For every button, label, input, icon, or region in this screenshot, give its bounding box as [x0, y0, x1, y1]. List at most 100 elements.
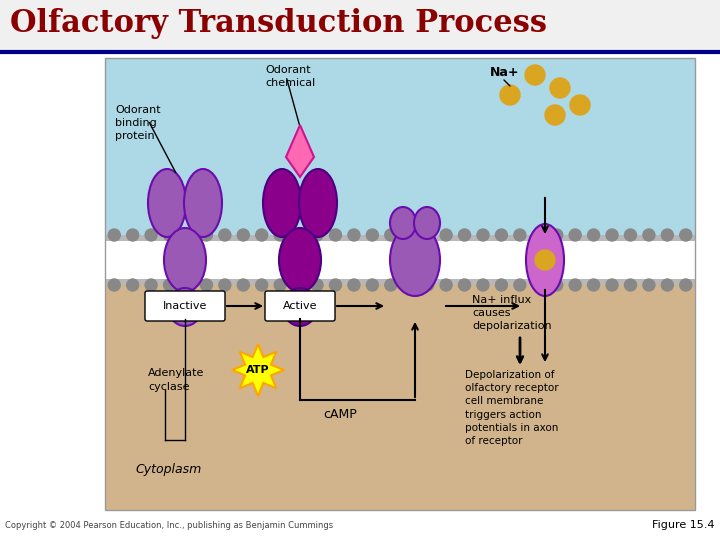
Text: Na+: Na+	[490, 65, 520, 78]
Circle shape	[550, 78, 570, 98]
Circle shape	[219, 229, 231, 241]
FancyBboxPatch shape	[0, 0, 720, 52]
Ellipse shape	[184, 169, 222, 237]
Text: Copyright © 2004 Pearson Education, Inc., publishing as Benjamin Cummings: Copyright © 2004 Pearson Education, Inc.…	[5, 521, 333, 530]
Polygon shape	[286, 125, 314, 177]
Bar	[105, 235, 695, 285]
Circle shape	[292, 279, 305, 291]
Circle shape	[256, 229, 268, 241]
Circle shape	[588, 279, 600, 291]
Circle shape	[145, 229, 157, 241]
Circle shape	[238, 279, 249, 291]
Circle shape	[348, 229, 360, 241]
Text: Active: Active	[283, 301, 318, 311]
FancyBboxPatch shape	[265, 291, 335, 321]
Circle shape	[606, 229, 618, 241]
Circle shape	[163, 279, 176, 291]
Ellipse shape	[526, 224, 564, 296]
Circle shape	[624, 229, 636, 241]
Text: Adenylate
cyclase: Adenylate cyclase	[148, 368, 204, 392]
Circle shape	[182, 279, 194, 291]
Circle shape	[366, 229, 378, 241]
Bar	[105, 58, 695, 510]
Circle shape	[292, 229, 305, 241]
Circle shape	[256, 279, 268, 291]
Ellipse shape	[283, 288, 317, 326]
Text: Olfactory Transduction Process: Olfactory Transduction Process	[10, 8, 547, 39]
Circle shape	[145, 279, 157, 291]
Circle shape	[403, 279, 415, 291]
Ellipse shape	[390, 224, 440, 296]
Circle shape	[551, 279, 563, 291]
Circle shape	[545, 105, 565, 125]
Circle shape	[551, 229, 563, 241]
Circle shape	[514, 229, 526, 241]
Circle shape	[532, 279, 544, 291]
Ellipse shape	[164, 228, 206, 292]
Circle shape	[127, 229, 139, 241]
Polygon shape	[232, 344, 284, 396]
Circle shape	[569, 279, 581, 291]
Circle shape	[422, 279, 433, 291]
Circle shape	[422, 229, 433, 241]
Text: Na+ influx
causes
depolarization: Na+ influx causes depolarization	[472, 295, 552, 332]
Ellipse shape	[279, 228, 321, 292]
Ellipse shape	[148, 169, 186, 237]
Text: Figure 15.4: Figure 15.4	[652, 520, 715, 530]
Circle shape	[108, 229, 120, 241]
Circle shape	[219, 279, 231, 291]
Circle shape	[459, 279, 471, 291]
Text: Cytoplasm: Cytoplasm	[135, 463, 202, 476]
Circle shape	[127, 279, 139, 291]
Circle shape	[500, 85, 520, 105]
Circle shape	[440, 229, 452, 241]
Circle shape	[535, 250, 555, 270]
Circle shape	[311, 279, 323, 291]
FancyBboxPatch shape	[145, 291, 225, 321]
Circle shape	[606, 279, 618, 291]
Circle shape	[643, 229, 655, 241]
Circle shape	[182, 229, 194, 241]
Circle shape	[366, 279, 378, 291]
Ellipse shape	[263, 169, 301, 237]
Circle shape	[348, 279, 360, 291]
Bar	[105, 241, 695, 279]
Text: ATP: ATP	[246, 365, 270, 375]
Circle shape	[624, 279, 636, 291]
Circle shape	[643, 279, 655, 291]
Circle shape	[514, 279, 526, 291]
Ellipse shape	[414, 207, 440, 239]
Circle shape	[384, 279, 397, 291]
Circle shape	[680, 229, 692, 241]
Circle shape	[163, 229, 176, 241]
Circle shape	[525, 65, 545, 85]
Circle shape	[200, 229, 212, 241]
Circle shape	[680, 279, 692, 291]
Circle shape	[662, 279, 673, 291]
Circle shape	[330, 229, 341, 241]
Circle shape	[384, 229, 397, 241]
Text: Odorant
binding
protein: Odorant binding protein	[115, 105, 161, 141]
Circle shape	[440, 279, 452, 291]
Ellipse shape	[168, 288, 202, 326]
Circle shape	[477, 229, 489, 241]
Circle shape	[330, 279, 341, 291]
Circle shape	[274, 279, 286, 291]
Circle shape	[569, 229, 581, 241]
Text: Odorant
chemical: Odorant chemical	[265, 65, 315, 88]
Circle shape	[238, 229, 249, 241]
Circle shape	[477, 279, 489, 291]
Circle shape	[459, 229, 471, 241]
Text: cAMP: cAMP	[323, 408, 357, 422]
Circle shape	[662, 229, 673, 241]
Circle shape	[532, 229, 544, 241]
Circle shape	[311, 229, 323, 241]
Text: Inactive: Inactive	[163, 301, 207, 311]
Ellipse shape	[390, 207, 416, 239]
Circle shape	[108, 279, 120, 291]
Circle shape	[570, 95, 590, 115]
Circle shape	[403, 229, 415, 241]
Bar	[105, 285, 695, 510]
Circle shape	[495, 279, 508, 291]
Bar	[105, 58, 695, 235]
